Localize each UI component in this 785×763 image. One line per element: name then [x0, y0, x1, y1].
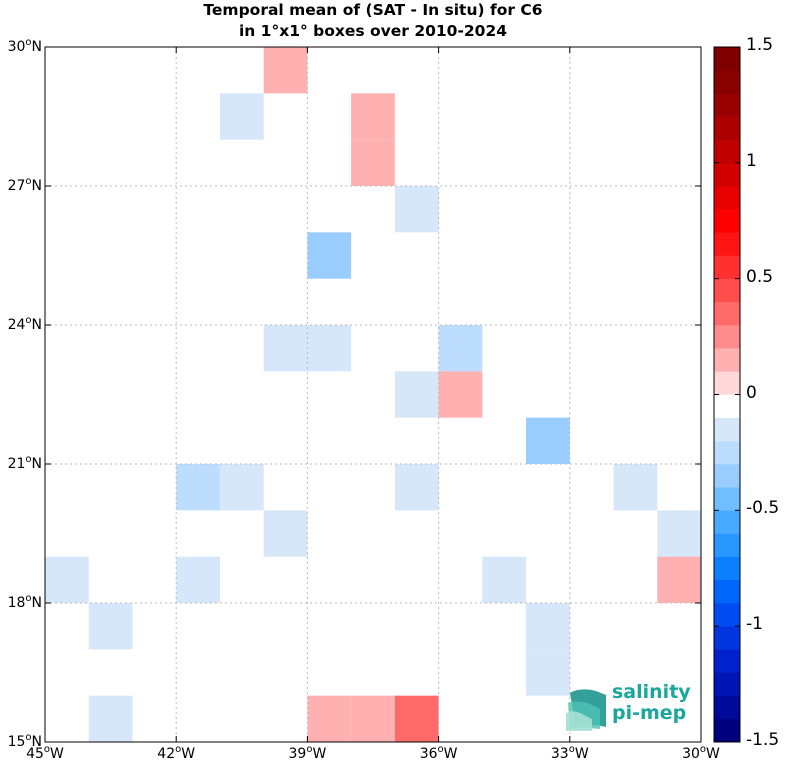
- colorbar-segment: [714, 464, 740, 488]
- data-cell: [394, 186, 439, 233]
- colorbar-tick-label: 0: [746, 382, 757, 403]
- data-cell: [351, 139, 395, 186]
- data-cell: [394, 695, 439, 742]
- y-tick-label: 18oN: [7, 593, 42, 611]
- colorbar-segment: [714, 93, 740, 117]
- data-cell: [88, 603, 133, 650]
- data-cell: [394, 464, 439, 511]
- x-tick-label: 33oW: [550, 744, 589, 762]
- colorbar-segment: [714, 533, 740, 557]
- data-cell: [526, 603, 570, 650]
- colorbar-segment: [714, 116, 740, 140]
- colorbar-tick-label: 1.5: [746, 35, 774, 55]
- colorbar-segment: [714, 139, 740, 164]
- colorbar-segment: [714, 70, 740, 94]
- x-tick-label: 42oW: [157, 744, 196, 762]
- colorbar-segment: [714, 371, 740, 395]
- x-tick-label: 45oW: [26, 744, 64, 762]
- data-cell: [307, 325, 352, 372]
- colorbar-segment: [714, 556, 740, 581]
- colorbar-segment: [714, 695, 740, 720]
- chart-title-line2: in 1°x1° boxes over 2010-2024: [238, 22, 508, 40]
- colorbar-tick-label: 1: [746, 150, 757, 171]
- colorbar-segment: [714, 232, 740, 256]
- axis-ticks: [44, 46, 702, 743]
- x-tick-label: 30oW: [682, 744, 720, 762]
- data-cell: [219, 464, 264, 511]
- data-cell: [88, 695, 133, 742]
- colorbar-segment: [714, 394, 740, 418]
- colorbar-segment: [714, 417, 740, 442]
- data-cell: [219, 93, 264, 140]
- colorbar-segment: [714, 603, 740, 627]
- data-cells: [45, 47, 701, 742]
- data-cell: [351, 695, 395, 742]
- data-cell: [263, 510, 308, 557]
- colorbar-segment: [714, 325, 740, 349]
- y-tick-label: 15oN: [7, 732, 42, 750]
- colorbar-segment: [714, 186, 740, 210]
- colorbar-segment: [714, 47, 740, 71]
- data-cell: [394, 371, 439, 418]
- colorbar-segment: [714, 348, 740, 372]
- colorbar-segment: [714, 626, 740, 650]
- grid-lines: [45, 47, 701, 742]
- data-cell: [307, 232, 352, 279]
- logo-text-pimep: pi-mep: [612, 702, 687, 724]
- data-cell: [176, 556, 220, 603]
- colorbar-segment: [714, 487, 740, 511]
- colorbar-tick-label: -1.5: [746, 730, 780, 750]
- x-tick-label: 39oW: [288, 744, 327, 762]
- colorbar-segment: [714, 162, 740, 187]
- salinity-pimep-logo-icon: [566, 689, 606, 731]
- colorbar-tick-label: -1: [746, 614, 763, 635]
- data-cell: [176, 464, 220, 511]
- colorbar-segment: [714, 255, 740, 279]
- colorbar-segment: [714, 672, 740, 696]
- data-cell: [657, 510, 701, 557]
- x-tick-label: 36oW: [419, 744, 458, 762]
- colorbar-segment: [714, 278, 740, 303]
- colorbar-segment: [714, 718, 740, 743]
- data-cell: [438, 325, 483, 372]
- data-cell: [438, 371, 483, 418]
- colorbar-segment: [714, 301, 740, 326]
- logo-text-salinity: salinity: [612, 681, 691, 703]
- data-cell: [263, 47, 308, 94]
- colorbar-segment: [714, 649, 740, 673]
- y-tick-label: 24oN: [7, 315, 42, 333]
- data-cell: [45, 556, 89, 603]
- data-cell: [657, 556, 701, 603]
- data-cell: [482, 556, 527, 603]
- chart-title-line1: Temporal mean of (SAT - In situ) for C6: [203, 1, 543, 19]
- map-frame: [44, 46, 702, 743]
- colorbar-segment: [714, 209, 740, 233]
- colorbar-tick-label: 0.5: [746, 266, 774, 287]
- data-cell: [263, 325, 308, 372]
- data-cell: [526, 417, 570, 464]
- data-cell: [307, 695, 352, 742]
- colorbar-tick-label: -0.5: [746, 498, 780, 519]
- data-cell: [613, 464, 658, 511]
- y-tick-label: 30oN: [7, 37, 42, 55]
- y-tick-label: 27oN: [7, 176, 42, 194]
- data-cell: [351, 93, 395, 140]
- y-tick-label: 21oN: [7, 454, 42, 472]
- colorbar: [713, 46, 741, 743]
- colorbar-segment: [714, 440, 740, 465]
- data-cell: [526, 649, 570, 696]
- colorbar-segment: [714, 510, 740, 534]
- colorbar-segment: [714, 579, 740, 604]
